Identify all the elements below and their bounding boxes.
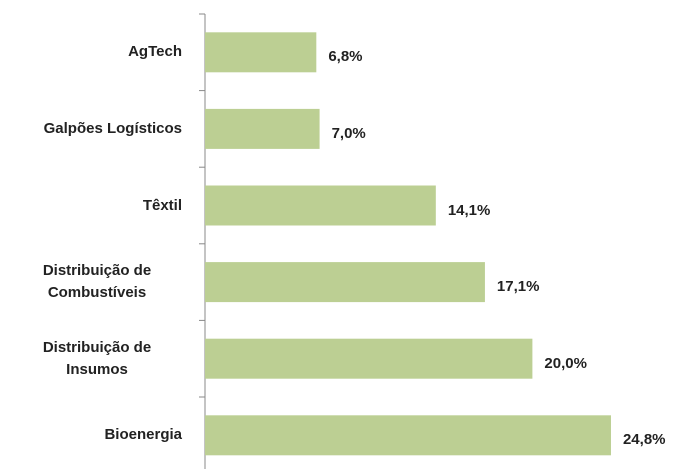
bar [205, 262, 485, 303]
value-label: 24,8% [622, 431, 666, 449]
category-label: Têxtil [142, 196, 182, 214]
category-label-box: Distribuição de Insumos [12, 329, 182, 389]
value-label: 20,0% [544, 354, 587, 372]
value-label: 17,1% [496, 278, 540, 296]
category-label: Galpões Logísticos [43, 119, 182, 137]
value-label: 7,0% [331, 124, 366, 142]
category-label-box: Têxtil [143, 176, 182, 236]
bar [205, 108, 320, 149]
category-label: Distribuição de Combustíveis [42, 262, 152, 302]
bar [205, 338, 533, 379]
bar [205, 32, 317, 73]
bar [205, 415, 611, 456]
value-label: 6,8% [328, 48, 363, 66]
category-label: Distribuição de Insumos [42, 338, 152, 378]
category-label: Bioenergia [104, 426, 182, 444]
bar [205, 185, 436, 226]
category-label: AgTech [128, 43, 182, 61]
category-label-box: Galpões Logísticos [44, 99, 182, 159]
category-label-box: AgTech [128, 22, 182, 82]
category-label-box: Bioenergia [104, 405, 182, 465]
category-label-box: Distribuição de Combustíveis [12, 252, 182, 312]
value-label: 14,1% [447, 201, 491, 219]
